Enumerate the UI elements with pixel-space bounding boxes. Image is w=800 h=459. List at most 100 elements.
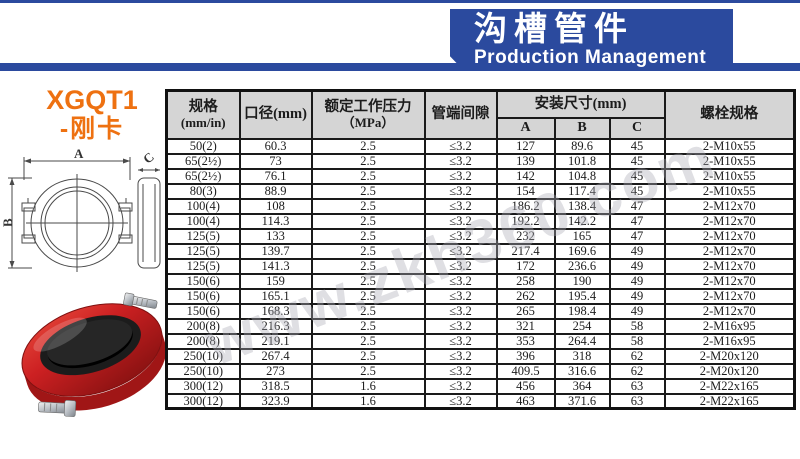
table-cell: 80(3): [165, 182, 241, 200]
table-cell: 58: [608, 332, 666, 350]
table-cell: 2-M12x70: [663, 257, 796, 275]
table-cell: 138.4: [553, 197, 611, 215]
table-row: 50(2) 60.3 2.5 ≤3.2 127 89.6 45 2-M10x55: [165, 137, 796, 155]
table-cell: 49: [608, 302, 666, 320]
table-cell: 65(2½): [165, 167, 241, 185]
table-cell: 165.1: [238, 287, 313, 305]
table-cell: ≤3.2: [423, 332, 498, 350]
table-cell: 236.6: [553, 257, 611, 275]
table-cell: 2.5: [310, 197, 426, 215]
table-cell: 396: [495, 347, 556, 365]
product-photo: [8, 288, 176, 425]
table-cell: 254: [553, 317, 611, 335]
col-header-c: C: [608, 116, 666, 140]
table-cell: 2-M10x55: [663, 167, 796, 185]
table-cell: 318.5: [238, 377, 313, 395]
table-row: 65(2½) 73 2.5 ≤3.2 139 101.8 45 2-M10x55: [165, 152, 796, 170]
table-row: 100(4) 114.3 2.5 ≤3.2 192.2 142.2 47 2-M12x70: [165, 212, 796, 230]
table-cell: 250(10): [165, 347, 241, 365]
banner-underline: [0, 63, 800, 71]
table-cell: 2.5: [310, 137, 426, 155]
table-cell: 2.5: [310, 317, 426, 335]
table-cell: ≤3.2: [423, 227, 498, 245]
table-cell: 47: [608, 227, 666, 245]
table-cell: ≤3.2: [423, 347, 498, 365]
table-cell: 2-M12x70: [663, 227, 796, 245]
col-header-gap: 管端间隙: [423, 89, 498, 140]
table-row: 150(6) 159 2.5 ≤3.2 258 190 49 2-M12x70: [165, 272, 796, 290]
table-cell: 2-M12x70: [663, 302, 796, 320]
table-cell: ≤3.2: [423, 392, 498, 410]
table-row: 125(5) 139.7 2.5 ≤3.2 217.4 169.6 49 2-M12x70: [165, 242, 796, 260]
table-cell: ≤3.2: [423, 152, 498, 170]
table-cell: 2.5: [310, 287, 426, 305]
table-cell: 2-M12x70: [663, 287, 796, 305]
table-cell: 2.5: [310, 257, 426, 275]
table-cell: 63: [608, 377, 666, 395]
table-cell: 45: [608, 152, 666, 170]
table-cell: 216.3: [238, 317, 313, 335]
table-cell: 117.4: [553, 182, 611, 200]
table-cell: 88.9: [238, 182, 313, 200]
table-cell: 219.1: [238, 332, 313, 350]
table-cell: 2.5: [310, 167, 426, 185]
table-cell: 49: [608, 272, 666, 290]
table-cell: 159: [238, 272, 313, 290]
table-cell: 2-M22x165: [663, 377, 796, 395]
table-cell: 2-M22x165: [663, 392, 796, 410]
table-cell: ≤3.2: [423, 317, 498, 335]
table-cell: 217.4: [495, 242, 556, 260]
table-cell: 62: [608, 347, 666, 365]
table-row: 125(5) 141.3 2.5 ≤3.2 172 236.6 49 2-M12x70: [165, 257, 796, 275]
table-cell: 142.2: [553, 212, 611, 230]
table-cell: 58: [608, 317, 666, 335]
table-cell: 267.4: [238, 347, 313, 365]
table-cell: 2-M16x95: [663, 317, 796, 335]
table-cell: 456: [495, 377, 556, 395]
table-cell: ≤3.2: [423, 287, 498, 305]
table-cell: 2-M12x70: [663, 242, 796, 260]
dim-label-c: C: [140, 149, 157, 167]
table-cell: 2-M20x120: [663, 347, 796, 365]
table-cell: 100(4): [165, 197, 241, 215]
table-cell: 463: [495, 392, 556, 410]
table-cell: 200(8): [165, 317, 241, 335]
table-cell: 150(6): [165, 272, 241, 290]
top-stripe: [0, 0, 800, 3]
table-cell: 2.5: [310, 152, 426, 170]
table-cell: 190: [553, 272, 611, 290]
table-cell: 60.3: [238, 137, 313, 155]
table-cell: ≤3.2: [423, 137, 498, 155]
table-cell: 265: [495, 302, 556, 320]
table-cell: ≤3.2: [423, 242, 498, 260]
banner-title-en: Production Management: [474, 46, 707, 68]
table-cell: 1.6: [310, 392, 426, 410]
table-row: 200(8) 216.3 2.5 ≤3.2 321 254 58 2-M16x95: [165, 317, 796, 335]
table-cell: 364: [553, 377, 611, 395]
table-cell: ≤3.2: [423, 197, 498, 215]
table-cell: 108: [238, 197, 313, 215]
table-cell: 45: [608, 167, 666, 185]
table-cell: 142: [495, 167, 556, 185]
table-cell: 2-M12x70: [663, 197, 796, 215]
table-cell: 186.2: [495, 197, 556, 215]
table-row: 150(6) 165.1 2.5 ≤3.2 262 195.4 49 2-M12x70: [165, 287, 796, 305]
table-cell: ≤3.2: [423, 167, 498, 185]
table-cell: 172: [495, 257, 556, 275]
table-cell: 353: [495, 332, 556, 350]
table-cell: 2.5: [310, 242, 426, 260]
table-cell: 125(5): [165, 242, 241, 260]
table-cell: 2.5: [310, 362, 426, 380]
spec-table: 规格 (mm/in) 口径(mm) 额定工作压力 （MPa） 管端间隙 安装尺寸…: [165, 89, 797, 410]
banner-title-cn: 沟槽管件: [474, 10, 634, 47]
table-cell: 371.6: [553, 392, 611, 410]
table-cell: 2-M10x55: [663, 182, 796, 200]
table-cell: 125(5): [165, 257, 241, 275]
red-coupling-photo-icon: [21, 292, 167, 417]
table-cell: 195.4: [553, 287, 611, 305]
table-cell: 2.5: [310, 272, 426, 290]
table-cell: 139.7: [238, 242, 313, 260]
table-cell: 232: [495, 227, 556, 245]
table-cell: 2-M16x95: [663, 332, 796, 350]
table-row: 200(8) 219.1 2.5 ≤3.2 353 264.4 58 2-M16x95: [165, 332, 796, 350]
